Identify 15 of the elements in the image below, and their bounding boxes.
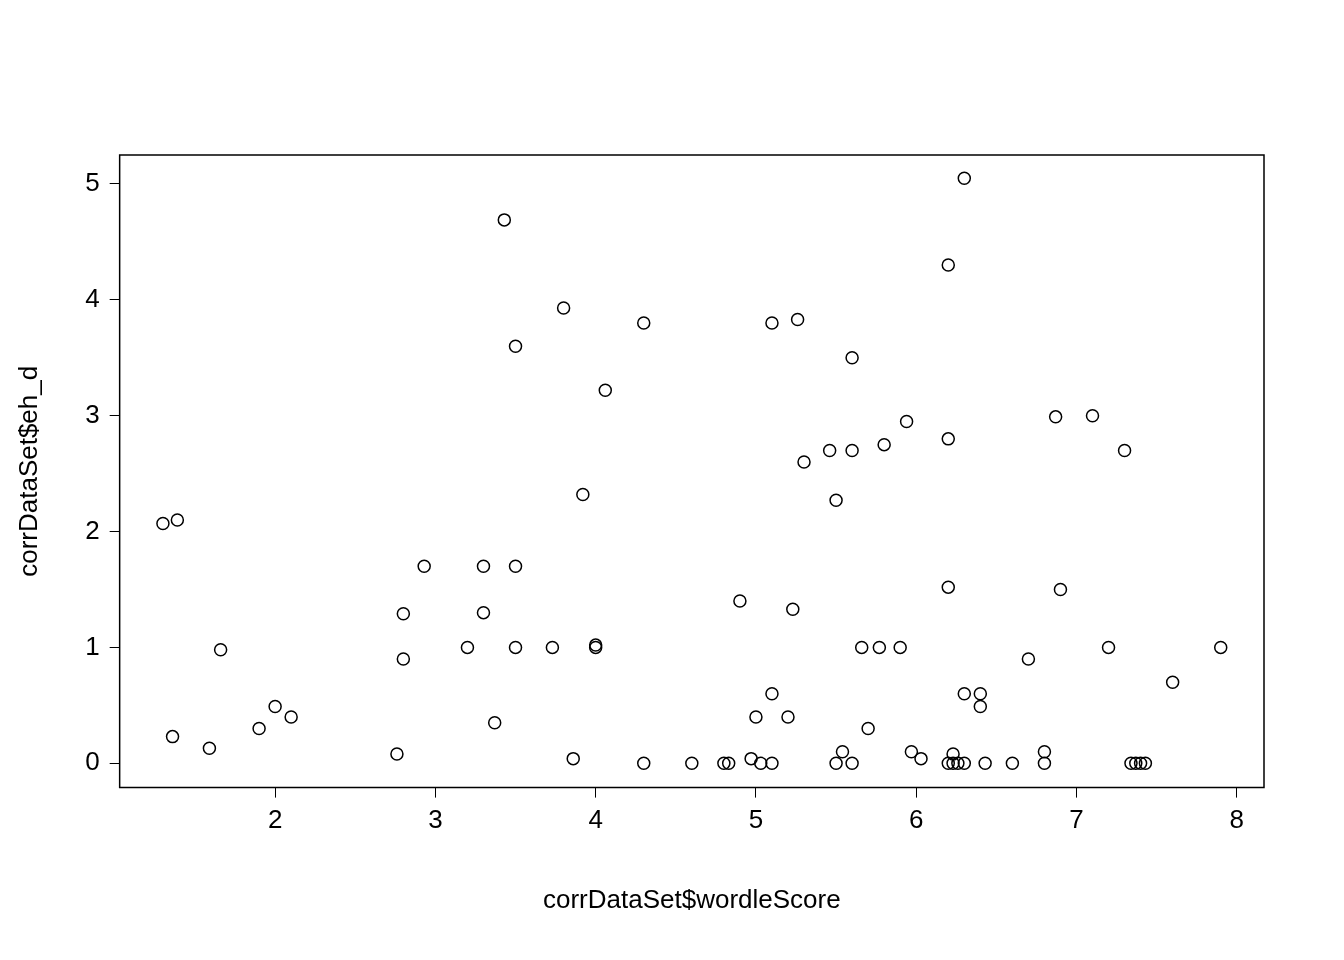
y-tick-label: 3 — [85, 398, 100, 429]
x-tick-label: 4 — [588, 804, 603, 835]
y-tick-label: 4 — [85, 283, 100, 313]
y-tick-label: 0 — [85, 746, 100, 777]
x-tick-label: 6 — [908, 804, 924, 835]
y-axis-title: corrDataSet$eh_d — [12, 365, 43, 577]
x-tick-label: 7 — [1069, 804, 1084, 835]
x-axis-title: corrDataSet$wordleScore — [542, 883, 841, 914]
y-tick-label: 5 — [85, 167, 100, 198]
y-tick-label: 1 — [85, 630, 100, 661]
x-tick-label: 8 — [1229, 804, 1244, 835]
y-tick-label: 2 — [85, 514, 100, 545]
x-tick-label: 2 — [267, 804, 283, 835]
x-tick-label: 5 — [748, 804, 764, 835]
x-tick-label: 3 — [428, 804, 443, 835]
